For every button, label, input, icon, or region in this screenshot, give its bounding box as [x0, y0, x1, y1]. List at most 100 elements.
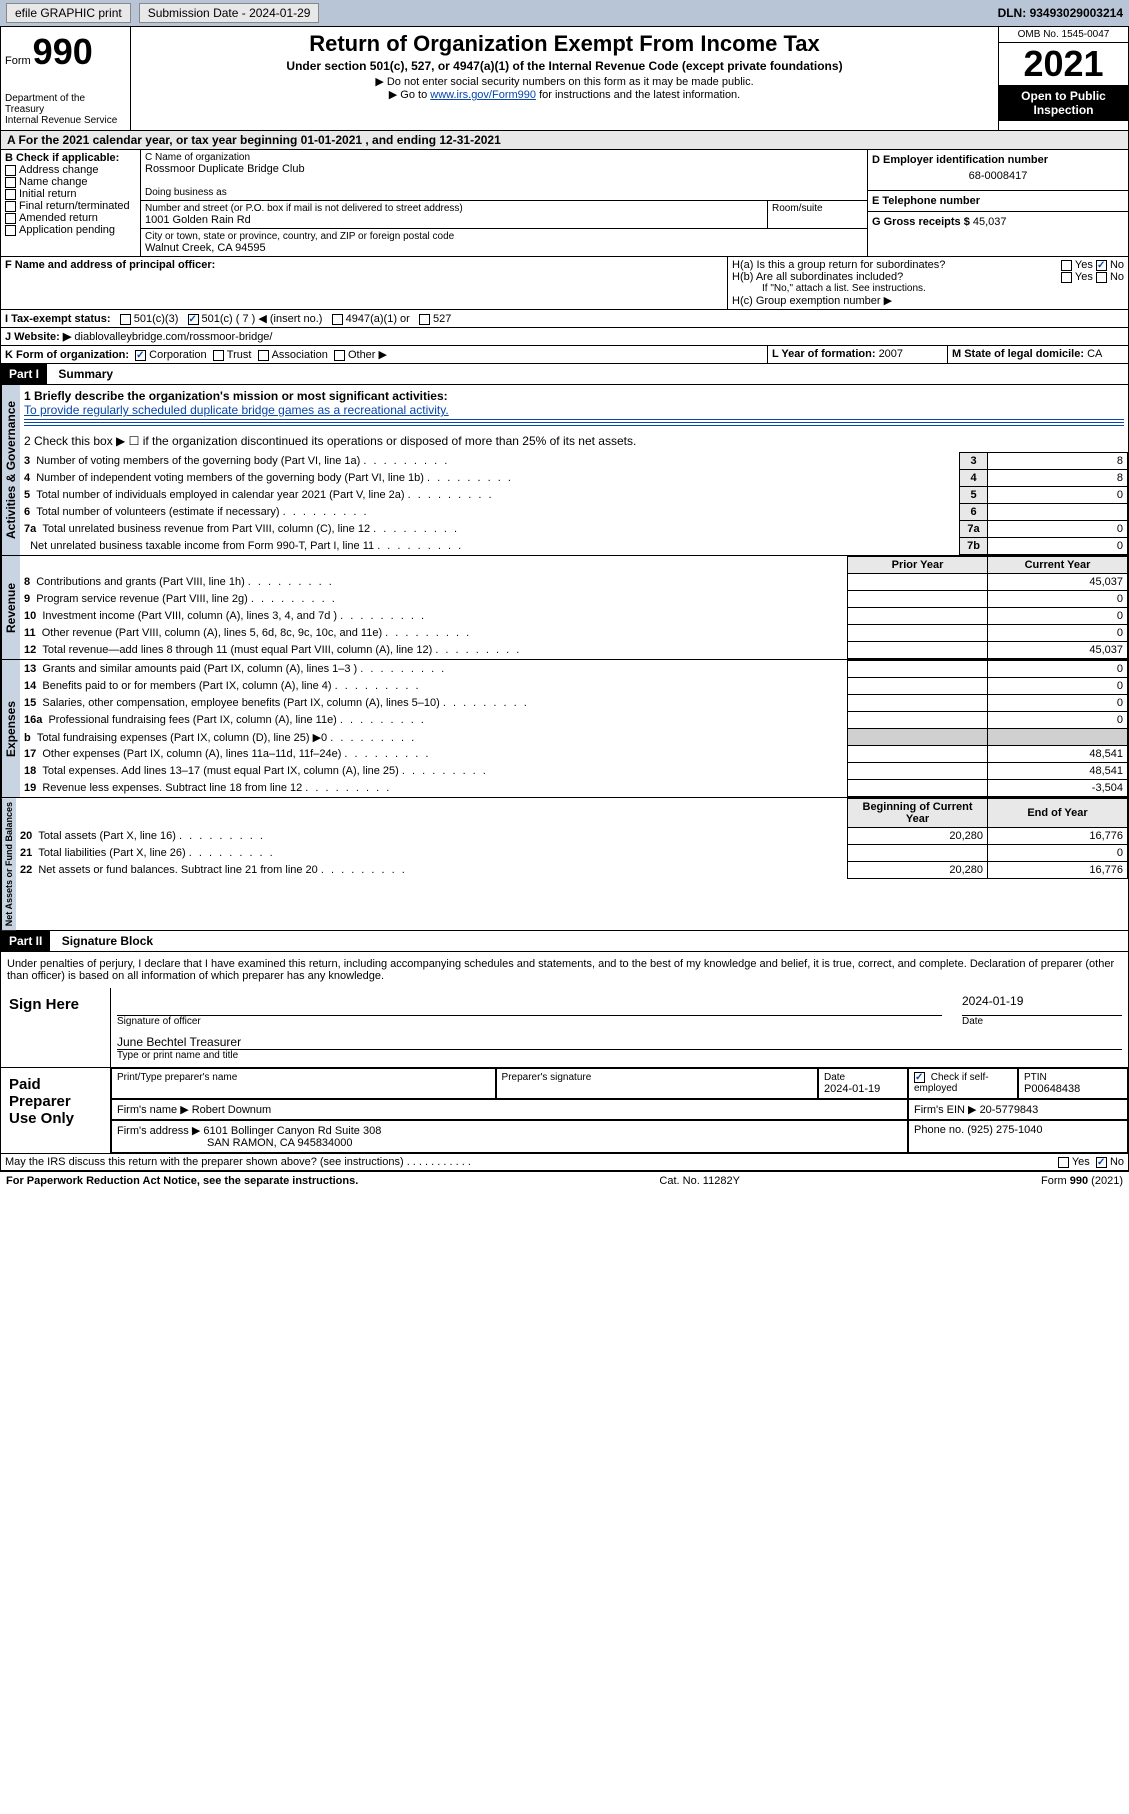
part-i-header: Part I Summary — [0, 364, 1129, 385]
chk-ha-no[interactable] — [1096, 260, 1107, 271]
hb-text: H(b) Are all subordinates included? — [732, 271, 903, 283]
hdr-current: Current Year — [988, 557, 1128, 574]
l2-text: 2 Check this box ▶ ☐ if the organization… — [24, 434, 1124, 448]
chk-527[interactable] — [419, 314, 430, 325]
form-header: Form 990 Department of the Treasury Inte… — [0, 26, 1129, 131]
org-name-label: C Name of organization — [145, 152, 863, 163]
section-a-text: A For the 2021 calendar year, or tax yea… — [7, 133, 501, 147]
table-row: 4 Number of independent voting members o… — [20, 470, 1128, 487]
phone-label: E Telephone number — [872, 195, 1124, 207]
firm-addr2: SAN RAMON, CA 945834000 — [207, 1137, 353, 1149]
officer-name: June Bechtel Treasurer — [117, 1035, 1122, 1050]
chk-initial-return[interactable] — [5, 189, 16, 200]
firm-addr-label: Firm's address ▶ — [117, 1125, 203, 1137]
prep-name-label: Print/Type preparer's name — [117, 1072, 490, 1083]
irs-link[interactable]: www.irs.gov/Form990 — [430, 89, 536, 101]
form-subtitle: Under section 501(c), 527, or 4947(a)(1)… — [135, 59, 994, 73]
chk-may-yes[interactable] — [1058, 1157, 1069, 1168]
part-ii-header: Part II Signature Block — [0, 931, 1129, 952]
chk-501c[interactable] — [188, 314, 199, 325]
chk-hb-yes[interactable] — [1061, 272, 1072, 283]
lbl-final-return: Final return/terminated — [19, 200, 130, 212]
table-row: 18 Total expenses. Add lines 13–17 (must… — [20, 763, 1128, 780]
chk-ha-yes[interactable] — [1061, 260, 1072, 271]
chk-corp[interactable] — [135, 350, 146, 361]
section-j: J Website: ▶ diablovalleybridge.com/ross… — [0, 328, 1129, 346]
chk-assoc[interactable] — [258, 350, 269, 361]
table-row: 12 Total revenue—add lines 8 through 11 … — [20, 642, 1128, 659]
section-c: C Name of organization Rossmoor Duplicat… — [141, 150, 868, 256]
ha-no: No — [1110, 259, 1124, 271]
table-row: 8 Contributions and grants (Part VIII, l… — [20, 574, 1128, 591]
ein-value: 68-0008417 — [872, 166, 1124, 186]
subdate-label: Submission Date - — [148, 6, 249, 20]
website-value: diablovalleybridge.com/rossmoor-bridge/ — [74, 331, 272, 343]
chk-other[interactable] — [334, 350, 345, 361]
city-value: Walnut Creek, CA 94595 — [145, 242, 863, 254]
efile-print-button[interactable]: efile GRAPHIC print — [6, 3, 131, 23]
form-note2: ▶ Go to www.irs.gov/Form990 for instruct… — [135, 88, 994, 101]
table-row: 11 Other revenue (Part VIII, column (A),… — [20, 625, 1128, 642]
chk-app-pending[interactable] — [5, 225, 16, 236]
hdr-begin: Beginning of Current Year — [848, 799, 988, 828]
sign-here-label: Sign Here — [1, 988, 111, 1067]
table-row: 21 Total liabilities (Part X, line 26) 0 — [16, 845, 1128, 862]
paid-preparer-label: Paid Preparer Use Only — [1, 1068, 111, 1153]
chk-amended[interactable] — [5, 213, 16, 224]
omb-number: OMB No. 1545-0047 — [999, 27, 1128, 43]
tax-year: 2021 — [999, 43, 1128, 85]
opt-501c: 501(c) ( 7 ) ◀ (insert no.) — [202, 313, 323, 325]
ha-yes: Yes — [1075, 259, 1093, 271]
hdr-prior: Prior Year — [848, 557, 988, 574]
page-footer: For Paperwork Reduction Act Notice, see … — [0, 1171, 1129, 1190]
form-left: Form 990 Department of the Treasury Inte… — [1, 27, 131, 130]
table-row: 14 Benefits paid to or for members (Part… — [20, 678, 1128, 695]
part-i-badge: Part I — [1, 364, 47, 384]
part-i-governance: Activities & Governance 1 Briefly descri… — [0, 385, 1129, 556]
part-ii-title: Signature Block — [62, 934, 153, 948]
hc-text: H(c) Group exemption number ▶ — [732, 294, 1124, 307]
firm-ein: 20-5779843 — [980, 1104, 1039, 1116]
l1-mission: To provide regularly scheduled duplicate… — [24, 403, 1124, 417]
form-number: 990 — [33, 31, 93, 73]
sig-date-label: Date — [962, 1016, 1122, 1027]
firm-addr1: 6101 Bollinger Canyon Rd Suite 308 — [203, 1125, 381, 1137]
addr-value: 1001 Golden Rain Rd — [145, 214, 763, 226]
sign-here-block: Sign Here Signature of officer 2024-01-1… — [0, 988, 1129, 1068]
form-right: OMB No. 1545-0047 2021 Open to Public In… — [998, 27, 1128, 130]
part-i-netassets: Net Assets or Fund Balances Beginning of… — [0, 798, 1129, 931]
city-label: City or town, state or province, country… — [145, 231, 863, 242]
state-domicile: CA — [1087, 348, 1102, 360]
ha-text: H(a) Is this a group return for subordin… — [732, 259, 945, 271]
prep-date: 2024-01-19 — [824, 1083, 902, 1095]
lbl-initial-return: Initial return — [19, 188, 76, 200]
website-label: J Website: ▶ — [5, 331, 71, 343]
dba-label: Doing business as — [145, 187, 863, 198]
chk-final-return[interactable] — [5, 201, 16, 212]
submission-date-button[interactable]: Submission Date - 2024-01-29 — [139, 3, 320, 23]
paid-preparer-block: Paid Preparer Use Only Print/Type prepar… — [0, 1068, 1129, 1154]
footer-right: Form 990 (2021) — [1041, 1175, 1123, 1187]
table-row: 17 Other expenses (Part IX, column (A), … — [20, 746, 1128, 763]
chk-trust[interactable] — [213, 350, 224, 361]
addr-label: Number and street (or P.O. box if mail i… — [145, 203, 763, 214]
chk-hb-no[interactable] — [1096, 272, 1107, 283]
footer-left: For Paperwork Reduction Act Notice, see … — [6, 1175, 358, 1187]
chk-address-change[interactable] — [5, 165, 16, 176]
may-irs-text: May the IRS discuss this return with the… — [5, 1156, 404, 1168]
dln-label: DLN: — [998, 6, 1030, 20]
chk-may-no[interactable] — [1096, 1157, 1107, 1168]
chk-4947[interactable] — [332, 314, 343, 325]
lbl-amended: Amended return — [19, 212, 98, 224]
chk-self-employed[interactable] — [914, 1072, 925, 1083]
netassets-table: Beginning of Current YearEnd of Year 20 … — [16, 798, 1128, 879]
may-no: No — [1110, 1156, 1124, 1168]
chk-name-change[interactable] — [5, 177, 16, 188]
vert-revenue: Revenue — [1, 556, 20, 659]
part-i-expenses: Expenses 13 Grants and similar amounts p… — [0, 660, 1129, 798]
chk-501c3[interactable] — [120, 314, 131, 325]
room-label: Room/suite — [767, 201, 867, 228]
top-bar: efile GRAPHIC print Submission Date - 20… — [0, 0, 1129, 26]
table-row: Net unrelated business taxable income fr… — [20, 538, 1128, 555]
gov-table: 3 Number of voting members of the govern… — [20, 452, 1128, 555]
